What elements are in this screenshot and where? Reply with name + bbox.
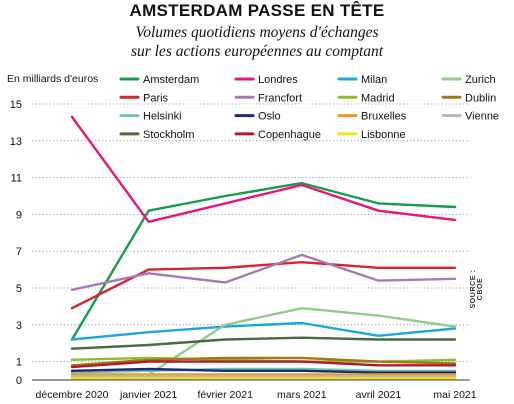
- series-line-stockholm: [70, 336, 457, 350]
- y-tick-label: 11: [11, 173, 22, 185]
- legend-label-paris: Paris: [143, 92, 169, 104]
- legend-label-dublin: Dublin: [465, 92, 496, 104]
- y-axis-label: En milliards d'euros: [7, 73, 98, 85]
- y-tick-label: 3: [16, 320, 22, 332]
- legend-label-milan: Milan: [361, 74, 387, 86]
- chart-title: AMSTERDAM PASSE EN TÊTE: [129, 1, 385, 20]
- x-tick-label: mars 2021: [277, 389, 327, 401]
- y-tick-label: 15: [10, 99, 22, 111]
- y-tick-label: 13: [10, 136, 22, 148]
- x-tick-label: décembre 2020: [36, 389, 109, 401]
- legend-label-stockholm: Stockholm: [143, 129, 194, 141]
- legend: Amsterdam Londres Milan Zurich Paris Francfor…: [119, 74, 499, 141]
- y-tick-label: 7: [16, 246, 22, 258]
- legend-label-madrid: Madrid: [361, 92, 395, 104]
- legend-label-helsinki: Helsinki: [143, 111, 182, 123]
- series-line-amsterdam: [70, 181, 457, 341]
- chart-subtitle: Volumes quotidiens moyens d'échanges sur…: [130, 24, 384, 60]
- y-axis-ticks: 15 13 11 9 7 5 3 1 0: [10, 99, 22, 387]
- x-tick-label: mai 2021: [433, 389, 476, 401]
- series-line-helsinki: [70, 367, 457, 374]
- series-line-copenhague: [70, 360, 457, 369]
- legend-label-amsterdam: Amsterdam: [143, 74, 199, 86]
- x-axis-ticks: décembre 2020 janvier 2021 février 2021 mar…: [36, 389, 477, 401]
- series-line-francfort: [70, 253, 457, 291]
- y-tick-label: 0: [16, 375, 22, 387]
- legend-label-vienne: Vienne: [465, 111, 499, 123]
- series-lines: [70, 115, 457, 380]
- x-tick-label: janvier 2021: [119, 389, 177, 401]
- legend-label-londres: Londres: [258, 74, 298, 86]
- series-line-milan: [70, 321, 457, 341]
- legend-label-oslo: Oslo: [258, 111, 281, 123]
- legend-label-copenhague: Copenhague: [258, 129, 321, 141]
- source-label: SOURCE : CBOE: [470, 269, 484, 309]
- legend-label-francfort: Francfort: [258, 92, 302, 104]
- legend-label-lisbonne: Lisbonne: [361, 129, 406, 141]
- y-tick-label: 1: [16, 357, 22, 369]
- x-tick-label: février 2021: [197, 389, 253, 401]
- x-tick-label: avril 2021: [356, 389, 402, 401]
- y-tick-label: 9: [16, 209, 22, 221]
- legend-label-bruxelles: Bruxelles: [361, 111, 407, 123]
- series-line-dublin: [70, 356, 457, 367]
- series-line-londres: [70, 115, 457, 224]
- y-tick-label: 5: [16, 283, 22, 295]
- legend-label-zurich: Zurich: [465, 74, 496, 86]
- series-line-oslo: [70, 367, 457, 374]
